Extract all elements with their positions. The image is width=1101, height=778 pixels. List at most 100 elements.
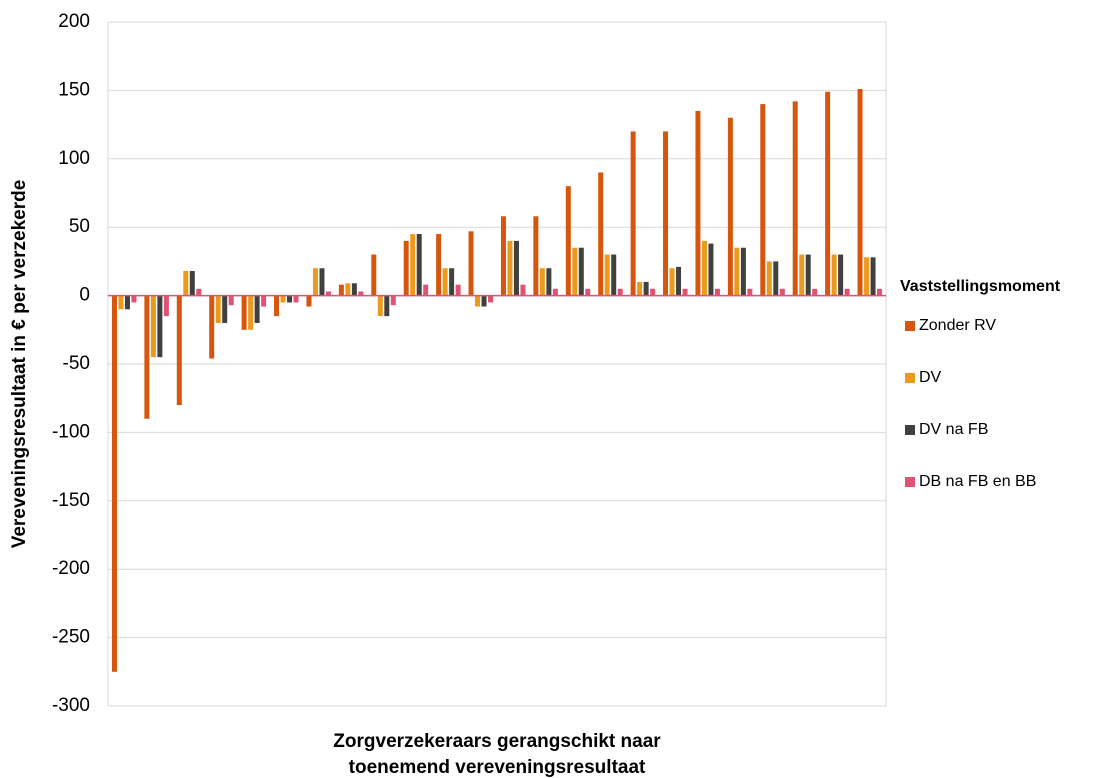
bar: [740, 247, 746, 296]
bar: [261, 295, 267, 307]
y-tick-label: 0: [79, 285, 90, 306]
bar: [468, 231, 474, 296]
bar: [325, 291, 331, 296]
bar: [293, 295, 299, 303]
y-tick-label: 100: [58, 148, 90, 169]
bar: [189, 270, 195, 296]
bar: [377, 295, 383, 317]
legend-label: DB na FB en BB: [919, 473, 1036, 490]
bar: [643, 281, 649, 296]
bar: [766, 261, 772, 296]
bar: [831, 254, 837, 296]
bar: [598, 172, 604, 296]
bar: [637, 281, 643, 296]
bar: [825, 91, 831, 296]
bar: [734, 247, 740, 296]
bar: [274, 295, 280, 317]
y-tick-label: -300: [52, 695, 90, 716]
bar: [254, 295, 260, 323]
bar: [578, 247, 584, 296]
bar: [150, 295, 156, 358]
bar: [196, 288, 202, 296]
bar: [792, 101, 798, 296]
bar: [390, 295, 396, 306]
bar: [864, 257, 870, 296]
bar: [500, 216, 506, 296]
bar: [287, 295, 293, 303]
y-tick-label: 200: [58, 11, 90, 32]
bar: [384, 295, 390, 317]
bar: [475, 295, 481, 307]
bar: [513, 240, 519, 296]
bar: [183, 270, 189, 296]
bar: [838, 254, 844, 296]
bar: [358, 291, 364, 296]
bar: [539, 268, 545, 296]
y-tick-label: 50: [69, 216, 90, 237]
bar: [410, 234, 416, 296]
bar: [209, 295, 215, 359]
bar: [669, 268, 675, 296]
bar: [488, 295, 494, 303]
y-tick-label: -200: [52, 558, 90, 579]
bar: [228, 295, 234, 306]
bar: [760, 104, 766, 296]
bar: [546, 268, 552, 296]
bar: [572, 247, 578, 296]
y-axis-title: Vereveningsresultaat in € per verzekerde: [9, 180, 30, 549]
bar: [222, 295, 228, 323]
bar: [416, 234, 422, 296]
bar: [163, 295, 169, 317]
bar: [695, 110, 701, 296]
bar: [565, 186, 571, 296]
y-tick-label: 150: [58, 79, 90, 100]
bar: [306, 295, 312, 307]
bar: [338, 284, 344, 296]
bar: [442, 268, 448, 296]
bar: [747, 288, 753, 296]
bar: [455, 284, 461, 296]
bar: [585, 288, 591, 296]
bar: [319, 268, 325, 296]
bar: [124, 295, 130, 310]
bar: [241, 295, 247, 330]
bar: [617, 288, 623, 296]
bar: [611, 254, 617, 296]
bar: [805, 254, 811, 296]
y-tick-label: -100: [52, 421, 90, 442]
bar: [844, 288, 850, 296]
legend-swatch: [905, 477, 915, 487]
bar: [708, 243, 714, 296]
bar: [144, 295, 150, 419]
bar: [650, 288, 656, 296]
legend-swatch: [905, 373, 915, 383]
bar: [312, 268, 318, 296]
bar: [676, 266, 682, 296]
bar: [812, 288, 818, 296]
bar: [779, 288, 785, 296]
bar: [403, 240, 409, 296]
y-tick-label: -250: [52, 627, 90, 648]
bar: [877, 288, 883, 296]
bar: [630, 131, 636, 296]
bar: [604, 254, 610, 296]
bar: [280, 295, 286, 303]
x-axis-title: toenemend vereveningsresultaat: [349, 757, 646, 778]
bar: [215, 295, 221, 323]
bar: [799, 254, 805, 296]
bar: [701, 240, 707, 296]
bar: [727, 117, 733, 296]
bar: [423, 284, 429, 296]
bar: [682, 288, 688, 296]
legend-title: Vaststellingsmoment: [900, 278, 1061, 295]
bar: [131, 295, 137, 303]
x-axis-title: Zorgverzekeraars gerangschikt naar: [333, 731, 661, 752]
bar: [157, 295, 163, 358]
bar: [248, 295, 254, 330]
legend-label: DV na FB: [919, 421, 988, 438]
bar: [118, 295, 124, 310]
bar: [111, 295, 117, 672]
y-tick-label: -150: [52, 490, 90, 511]
bar: [520, 284, 526, 296]
